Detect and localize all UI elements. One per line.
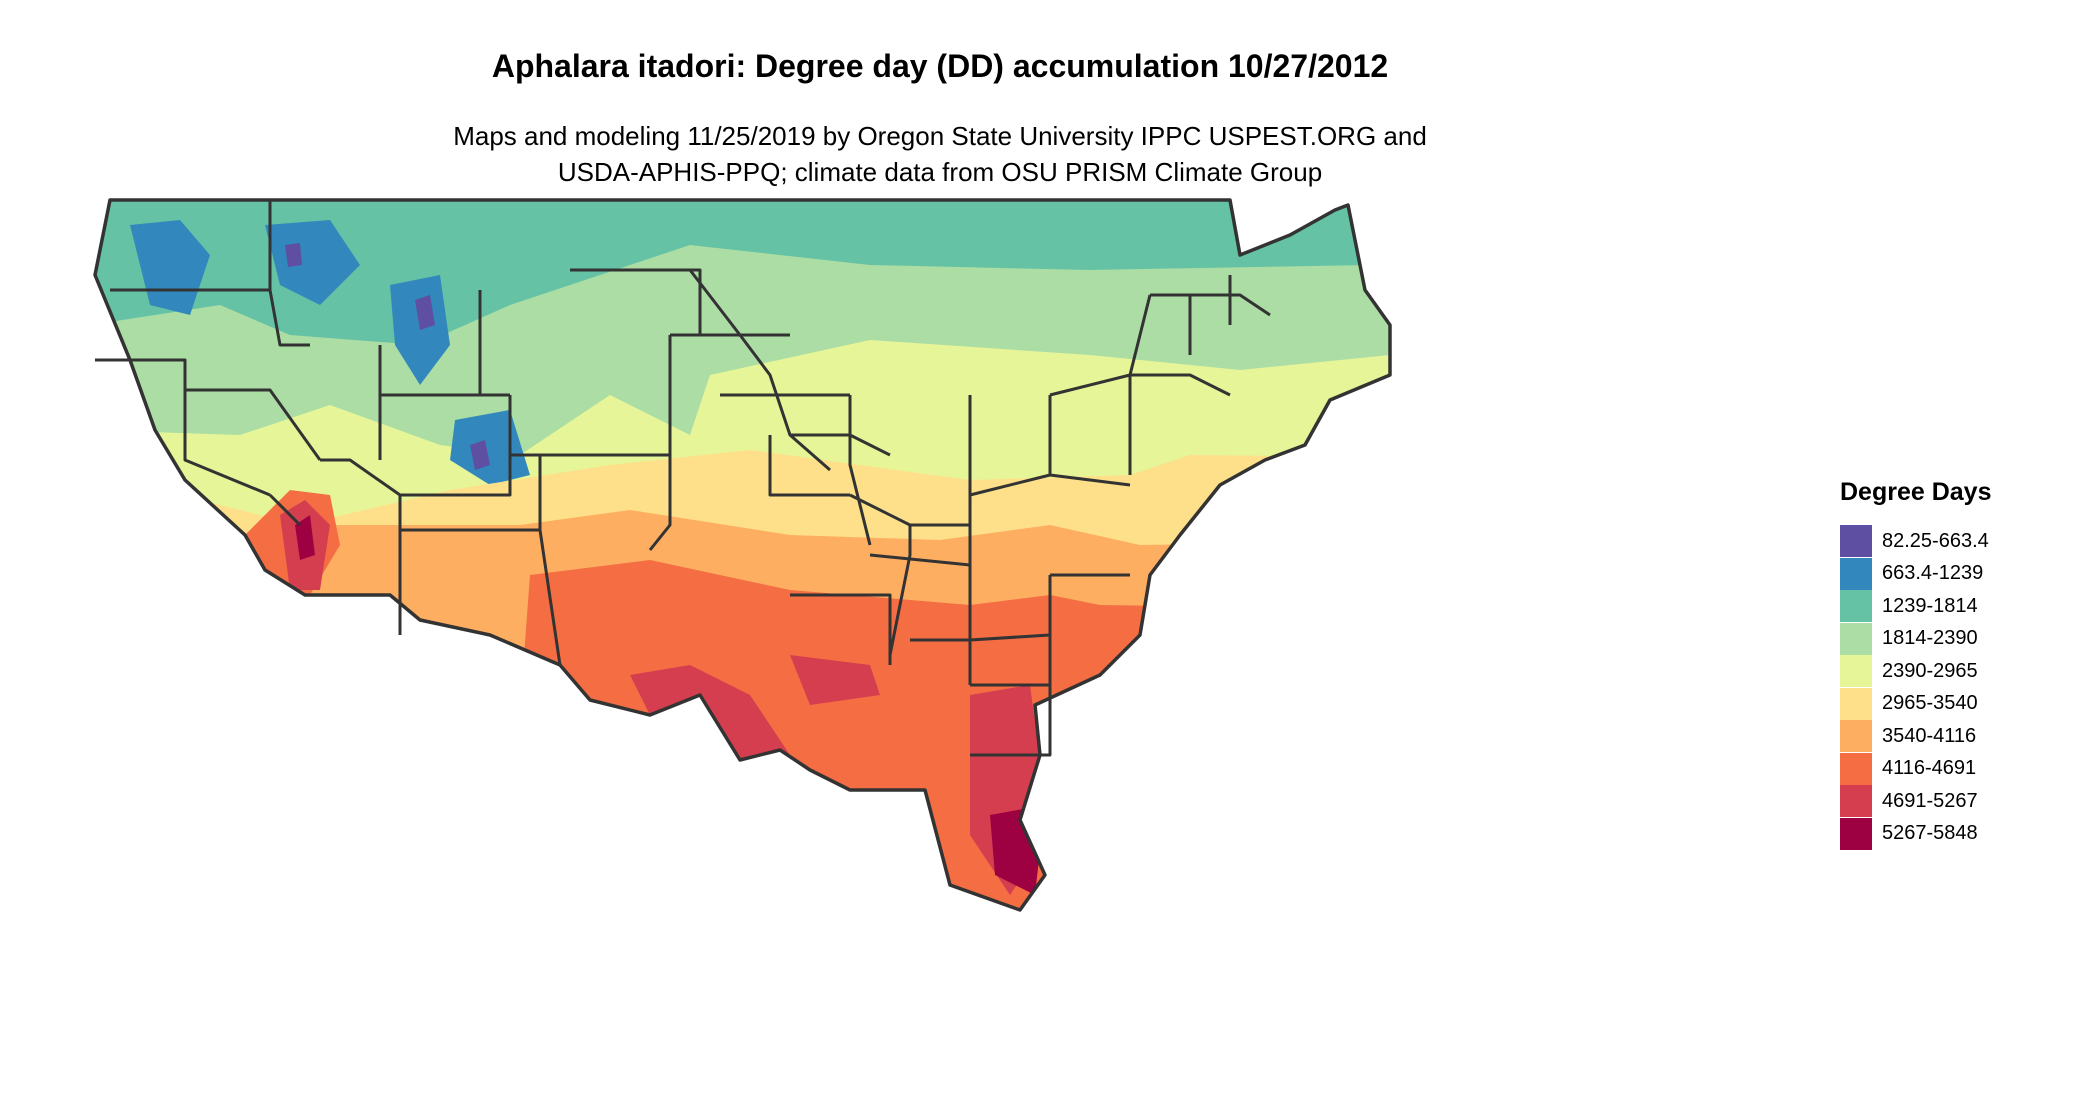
- band-663-1239: [130, 220, 530, 485]
- us-outline: [93, 198, 1392, 912]
- degree-day-bands: [95, 200, 1390, 910]
- legend: Degree Days 82.25-663.4 663.4-1239 1239-18…: [1840, 478, 1991, 850]
- legend-swatch: [1840, 622, 1872, 655]
- legend-item: 4691-5267: [1840, 785, 1991, 818]
- legend-title: Degree Days: [1840, 478, 1992, 506]
- legend-swatch: [1840, 557, 1872, 590]
- state-borders: [95, 200, 1271, 757]
- legend-swatch: [1840, 817, 1872, 850]
- legend-item: 2390-2965: [1840, 655, 1991, 688]
- legend-item: 82.25-663.4: [1840, 525, 1991, 558]
- legend-item: 1239-1814: [1840, 590, 1991, 623]
- legend-swatch: [1840, 752, 1872, 785]
- subtitle-line-1: Maps and modeling 11/25/2019 by Oregon S…: [453, 121, 1427, 151]
- degree-day-map: [93, 198, 1392, 912]
- legend-item: 3540-4116: [1840, 720, 1991, 753]
- legend-items: 82.25-663.4 663.4-1239 1239-1814 1814-2390 2…: [1840, 525, 1991, 850]
- legend-label: 663.4-1239: [1882, 562, 1984, 585]
- legend-label: 2390-2965: [1882, 659, 1978, 682]
- legend-label: 82.25-663.4: [1882, 529, 1989, 552]
- legend-label: 2965-3540: [1882, 692, 1978, 715]
- legend-label: 4691-5267: [1882, 789, 1978, 812]
- legend-swatch: [1840, 687, 1872, 720]
- legend-label: 1814-2390: [1882, 627, 1978, 650]
- map-subtitle: Maps and modeling 11/25/2019 by Oregon S…: [0, 118, 1880, 190]
- subtitle-line-2: USDA-APHIS-PPQ; climate data from OSU PR…: [557, 157, 1323, 187]
- legend-label: 5267-5848: [1882, 822, 1978, 845]
- legend-swatch: [1840, 590, 1872, 623]
- legend-label: 1239-1814: [1882, 594, 1978, 617]
- legend-swatch: [1840, 785, 1872, 818]
- legend-swatch: [1840, 525, 1872, 558]
- legend-label: 3540-4116: [1882, 724, 1977, 747]
- legend-swatch: [1840, 720, 1872, 753]
- map-title: Aphalara itadori: Degree day (DD) accumu…: [491, 48, 1389, 84]
- legend-label: 4116-4691: [1882, 757, 1977, 780]
- legend-swatch: [1840, 655, 1872, 688]
- legend-item: 663.4-1239: [1840, 557, 1991, 591]
- legend-item: 1814-2390: [1840, 622, 1991, 656]
- legend-item: 4116-4691: [1840, 752, 1991, 786]
- legend-item: 5267-5848: [1840, 817, 1991, 851]
- band-1239-1814: [95, 200, 1390, 345]
- legend-item: 2965-3540: [1840, 687, 1991, 721]
- band-4691-5267: [280, 500, 1050, 895]
